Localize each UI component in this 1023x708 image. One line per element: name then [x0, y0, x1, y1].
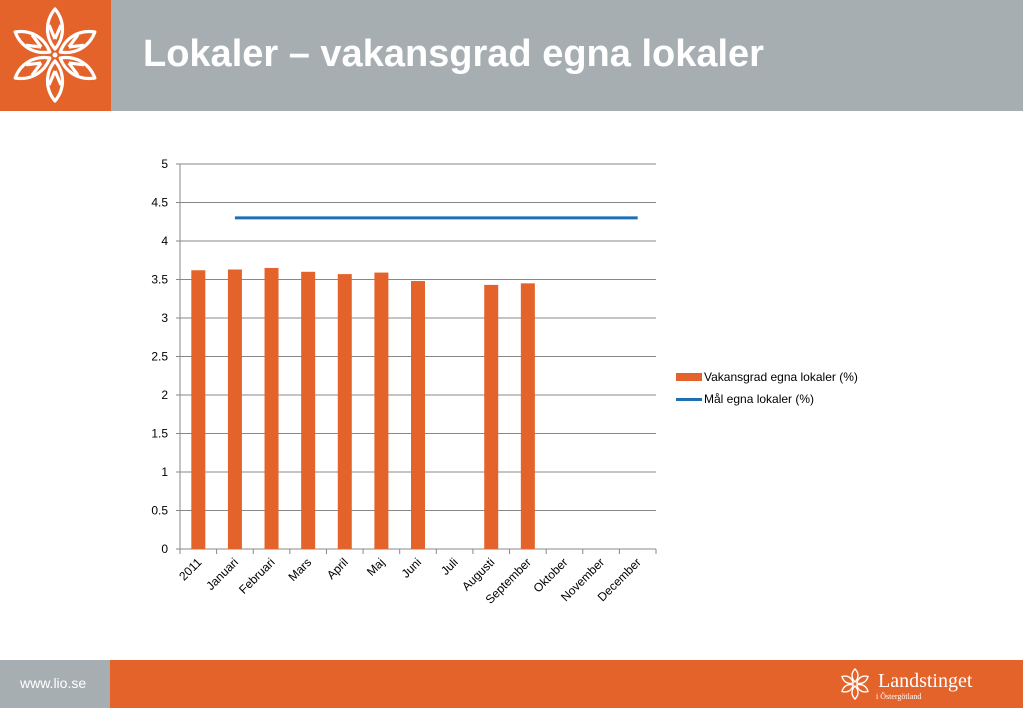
page-title: Lokaler – vakansgrad egna lokaler [143, 33, 764, 75]
bar [227, 269, 242, 549]
legend-swatch-line [676, 397, 702, 401]
footer-logo: Landstinget i Östergötland [838, 665, 998, 703]
x-tick-label: Juli [438, 555, 461, 578]
x-tick-label: Februari [236, 555, 277, 596]
x-tick-label: 2011 [176, 555, 204, 583]
chart-legend: Vakansgrad egna lokaler (%) Mål egna lok… [676, 366, 858, 410]
x-tick-label: Maj [364, 555, 388, 579]
bar [264, 267, 279, 549]
flower-logo-icon [9, 7, 101, 103]
y-tick-label: 0 [161, 542, 168, 556]
footer: www.lio.se Landstinget i Östergötland [0, 660, 1023, 708]
bar [411, 281, 425, 549]
legend-item-line: Mål egna lokaler (%) [676, 388, 858, 410]
chart: 00.511.522.533.544.552011JanuariFebruari… [151, 157, 657, 607]
header: Lokaler – vakansgrad egna lokaler [0, 0, 1023, 111]
y-tick-label: 3 [161, 311, 168, 325]
y-tick-label: 4.5 [151, 196, 168, 210]
footer-url-link[interactable]: www.lio.se [20, 675, 87, 691]
x-tick-label: Mars [286, 555, 315, 584]
footer-brand-sub: i Östergötland [876, 692, 922, 701]
flower-logo-icon [839, 668, 871, 700]
bar [191, 270, 206, 549]
footer-left-box: www.lio.se [0, 660, 110, 708]
x-tick-label: Juni [399, 555, 424, 580]
logo-box [0, 0, 111, 111]
y-tick-label: 1.5 [151, 427, 168, 441]
y-tick-label: 5 [161, 157, 168, 171]
y-tick-label: 1 [161, 465, 168, 479]
bar [301, 271, 316, 549]
y-tick-label: 4 [161, 234, 168, 248]
bar [520, 283, 535, 549]
legend-label-bars: Vakansgrad egna lokaler (%) [704, 370, 858, 384]
bar [484, 284, 499, 549]
legend-label-line: Mål egna lokaler (%) [704, 392, 815, 406]
y-tick-label: 0.5 [151, 504, 168, 518]
y-tick-label: 2.5 [151, 350, 168, 364]
y-tick-label: 3.5 [151, 273, 168, 287]
footer-brand: Landstinget [878, 670, 973, 692]
x-tick-label: April [324, 555, 351, 582]
legend-swatch-bars [676, 373, 702, 381]
bar [337, 274, 352, 549]
y-tick-label: 2 [161, 388, 168, 402]
legend-item-bars: Vakansgrad egna lokaler (%) [676, 366, 858, 388]
bar [374, 272, 389, 549]
